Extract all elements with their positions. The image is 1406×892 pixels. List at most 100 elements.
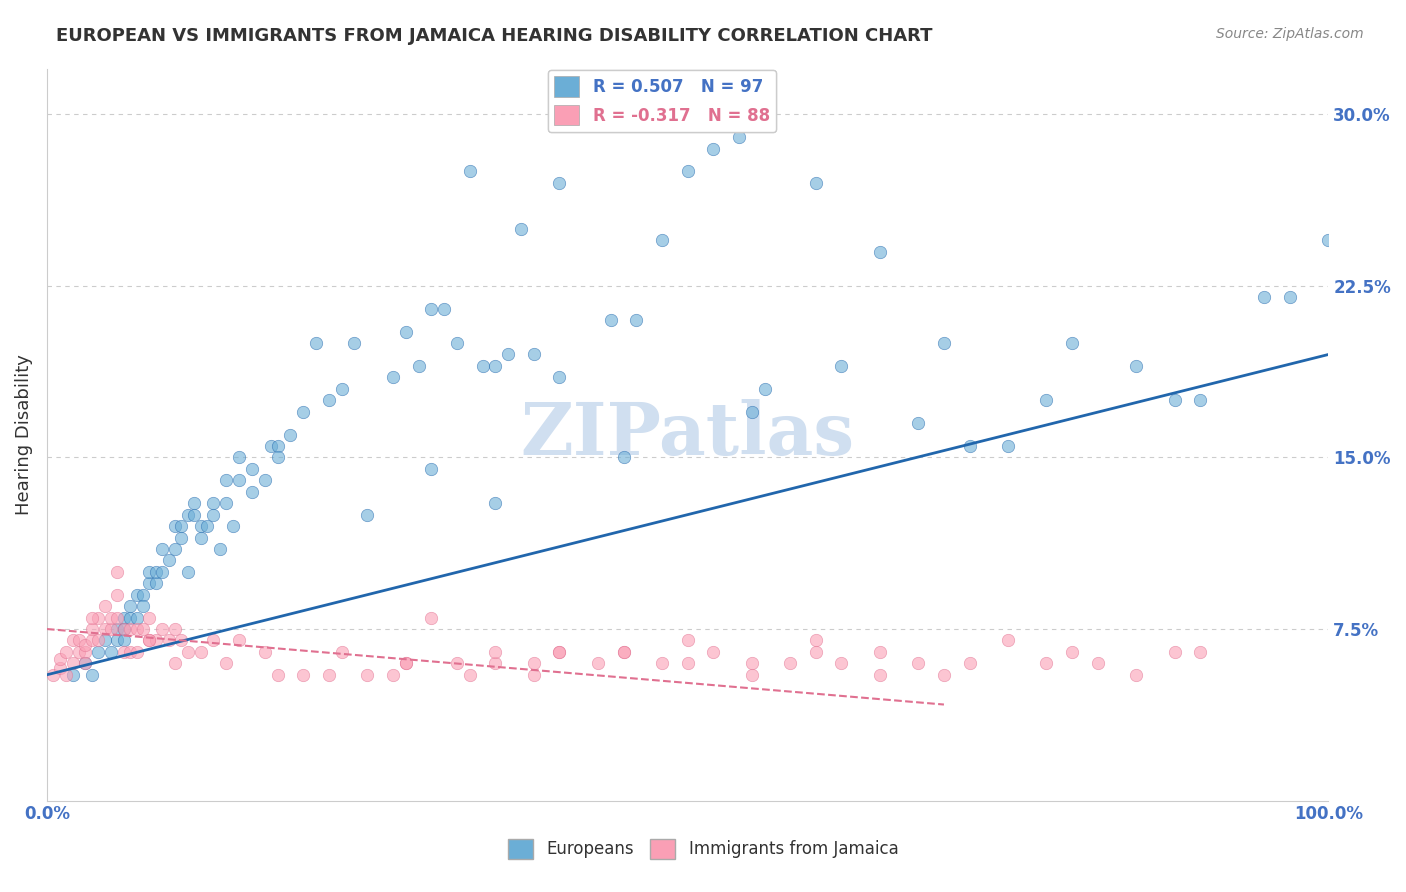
Point [869,645,891,659]
Point [907,416,929,430]
Point [112,622,135,636]
Point [548,645,571,659]
Point [55,667,77,681]
Point [869,244,891,259]
Point [676,633,699,648]
Point [150,541,173,556]
Point [112,622,135,636]
Point [266,439,288,453]
Point [830,657,852,671]
Y-axis label: Hearing Disability: Hearing Disability [15,354,32,515]
Point [132,599,155,614]
Point [150,622,173,636]
Point [105,565,128,579]
Point [702,645,724,659]
Point [779,657,801,671]
Point [75,638,97,652]
Point [93,633,115,648]
Point [330,382,353,396]
Point [381,667,404,681]
Point [1035,657,1057,671]
Point [208,541,231,556]
Point [138,565,160,579]
Point [105,588,128,602]
Point [651,657,673,671]
Point [741,667,763,681]
Point [484,657,506,671]
Point [523,657,546,671]
Point [523,667,546,681]
Point [253,473,276,487]
Point [87,645,110,659]
Point [150,565,173,579]
Point [62,667,84,681]
Point [446,657,468,671]
Point [1278,290,1301,304]
Point [228,473,250,487]
Point [55,645,77,659]
Point [433,301,456,316]
Point [183,496,205,510]
Point [420,610,443,624]
Point [67,633,90,648]
Point [959,439,981,453]
Point [138,576,160,591]
Point [702,142,724,156]
Point [395,657,418,671]
Point [676,657,699,671]
Point [574,107,596,121]
Point [1189,393,1212,408]
Point [395,325,418,339]
Point [471,359,494,373]
Point [170,633,193,648]
Point [145,576,167,591]
Point [120,645,142,659]
Point [215,496,238,510]
Point [586,657,609,671]
Point [381,370,404,384]
Point [157,553,180,567]
Point [177,508,200,522]
Point [613,450,636,465]
Point [163,657,186,671]
Point [240,462,263,476]
Point [266,667,288,681]
Point [728,130,751,145]
Point [163,541,186,556]
Point [62,633,84,648]
Point [613,645,636,659]
Point [1062,336,1084,351]
Point [112,610,135,624]
Point [599,313,621,327]
Point [228,633,250,648]
Point [408,359,430,373]
Point [93,599,115,614]
Point [80,622,103,636]
Point [1253,290,1275,304]
Point [458,164,481,178]
Point [1035,393,1057,408]
Legend: R = 0.507   N = 97, R = -0.317   N = 88: R = 0.507 N = 97, R = -0.317 N = 88 [547,70,776,132]
Point [1087,657,1109,671]
Point [266,450,288,465]
Point [330,645,353,659]
Point [626,313,648,327]
Point [215,473,238,487]
Point [523,347,546,361]
Point [157,633,180,648]
Point [741,657,763,671]
Point [548,645,571,659]
Point [105,633,128,648]
Point [190,645,212,659]
Point [260,439,283,453]
Point [80,610,103,624]
Point [87,633,110,648]
Point [177,565,200,579]
Point [292,405,315,419]
Point [190,519,212,533]
Point [907,657,929,671]
Point [804,176,827,190]
Point [318,667,340,681]
Point [343,336,366,351]
Point [145,633,167,648]
